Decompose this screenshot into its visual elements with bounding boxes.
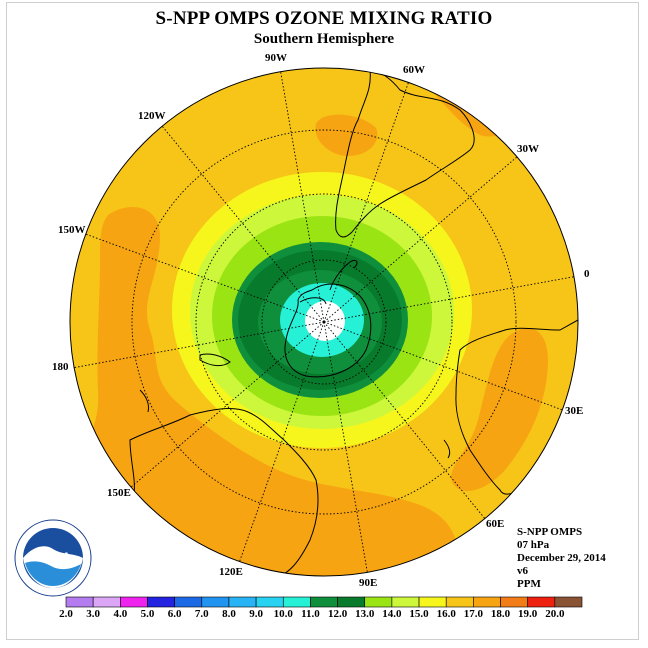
lon-label-180: 180 bbox=[52, 361, 69, 373]
graticule bbox=[71, 68, 578, 576]
lon-label-120e: 120E bbox=[219, 566, 243, 578]
figure-frame bbox=[6, 2, 639, 640]
colorbar-tick-label: 2.0 bbox=[59, 608, 73, 620]
lon-label-60w: 60W bbox=[403, 64, 425, 76]
info-block: S-NPP OMPS 07 hPa December 29, 2014 v6 P… bbox=[517, 526, 606, 591]
colorbar-swatch bbox=[527, 596, 556, 608]
colorbar-swatch bbox=[255, 596, 284, 608]
colorbar-swatch bbox=[228, 596, 257, 608]
colorbar-tick-label: 15.0 bbox=[409, 608, 429, 620]
colorbar-swatch bbox=[337, 596, 366, 608]
colorbar-swatch bbox=[65, 596, 94, 608]
colorbar-swatch bbox=[92, 596, 121, 608]
colorbar-swatch bbox=[364, 596, 393, 608]
colorbar-tick-label: 7.0 bbox=[194, 608, 209, 620]
colorbar-tick-label: 4.0 bbox=[113, 608, 128, 620]
lon-label-30w: 30W bbox=[517, 143, 539, 155]
colorbar-swatch bbox=[120, 596, 148, 608]
colorbar-swatch bbox=[391, 596, 420, 608]
pole-marker bbox=[322, 320, 326, 324]
info-version: v6 bbox=[517, 565, 528, 577]
lon-label-60e: 60E bbox=[486, 518, 505, 530]
colorbar-tick-label: 14.0 bbox=[382, 608, 402, 620]
colorbar-tick-label: 10.0 bbox=[273, 608, 293, 620]
colorbar-tick-label: 3.0 bbox=[86, 608, 101, 620]
colorbar-tick-label: 11.0 bbox=[301, 608, 320, 620]
colorbar-swatch bbox=[500, 596, 528, 608]
colorbar-swatch bbox=[473, 596, 501, 608]
colorbar-tick-label: 16.0 bbox=[436, 608, 456, 620]
colorbar-swatch bbox=[445, 596, 474, 608]
colorbar bbox=[65, 596, 583, 608]
logo-text: NOAA bbox=[35, 550, 71, 564]
info-level: 07 hPa bbox=[517, 539, 550, 551]
lon-label-30e: 30E bbox=[565, 405, 584, 417]
colorbar-tick-label: 17.0 bbox=[463, 608, 483, 620]
colorbar-tick-label: 9.0 bbox=[249, 608, 263, 620]
lon-label-150w: 150W bbox=[58, 224, 86, 236]
colorbar-tick-label: 12.0 bbox=[327, 608, 348, 620]
colorbar-tick-label: 8.0 bbox=[222, 608, 236, 620]
map-title: S-NPP OMPS OZONE MIXING RATIO bbox=[155, 8, 493, 29]
info-date: December 29, 2014 bbox=[517, 552, 606, 564]
colorbar-swatch bbox=[174, 596, 203, 608]
band-16-17-east bbox=[451, 328, 548, 492]
lon-label-90w: 90W bbox=[265, 52, 287, 64]
lon-label-120w: 120W bbox=[138, 110, 166, 122]
colorbar-tick-label: 19.0 bbox=[518, 608, 538, 620]
colorbar-tick-label: 20.0 bbox=[545, 608, 565, 620]
lon-label-90e: 90E bbox=[359, 577, 378, 589]
colorbar-tick-label: 5.0 bbox=[140, 608, 155, 620]
colorbar-swatch bbox=[554, 596, 583, 608]
band-16-17-west bbox=[70, 207, 458, 576]
colorbar-swatch bbox=[201, 596, 230, 608]
noaa-logo: NOAA bbox=[14, 519, 92, 597]
colorbar-tick-label: 18.0 bbox=[490, 608, 511, 620]
info-instrument: S-NPP OMPS bbox=[517, 526, 583, 538]
colorbar-swatch bbox=[310, 596, 338, 608]
lon-label-0: 0 bbox=[584, 268, 590, 280]
colorbar-tick-label: 6.0 bbox=[167, 608, 182, 620]
map-subtitle: Southern Hemisphere bbox=[253, 31, 395, 47]
colorbar-swatch bbox=[418, 596, 447, 608]
colorbar-tick-label: 13.0 bbox=[355, 608, 375, 620]
band-16-17-north bbox=[315, 114, 378, 156]
globe-outline bbox=[69, 67, 579, 577]
lon-label-150e: 150E bbox=[107, 487, 131, 499]
colorbar-swatch bbox=[147, 596, 175, 608]
colorbar-swatch bbox=[282, 596, 311, 608]
info-units: PPM bbox=[517, 578, 541, 590]
